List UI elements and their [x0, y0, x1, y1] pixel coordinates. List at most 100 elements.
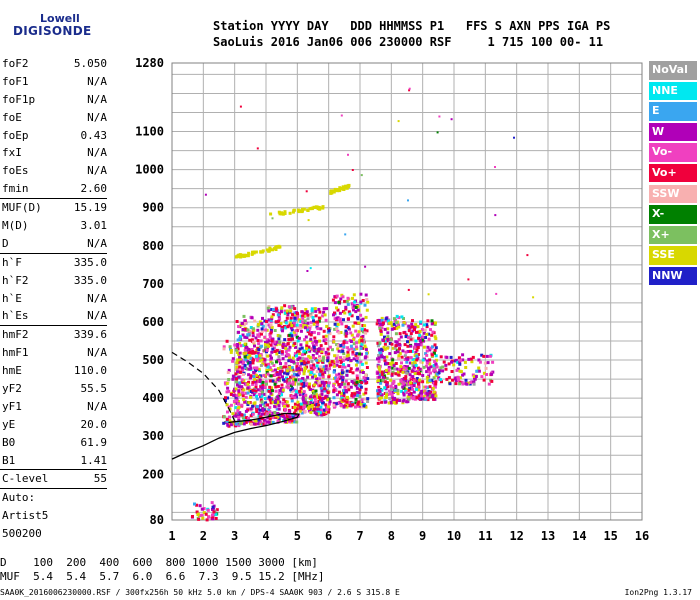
echo-point [276, 400, 280, 403]
echo-point [295, 325, 299, 329]
echo-point [400, 361, 403, 365]
echo-point [341, 359, 345, 362]
echo-point [206, 508, 210, 512]
echo-point [327, 384, 331, 388]
echo-point [259, 404, 262, 408]
echo-point [318, 357, 322, 360]
echo-point [277, 337, 281, 341]
param-row: h`Es N/A [0, 307, 110, 325]
echo-point [360, 381, 364, 385]
echo-point [232, 393, 236, 397]
echo-point [243, 319, 247, 323]
echo-point [311, 347, 315, 351]
echo-point [299, 405, 303, 409]
echo-point [413, 372, 417, 376]
trail-point [283, 210, 287, 214]
echo-point [376, 379, 380, 383]
echo-point [226, 396, 229, 400]
echo-point [277, 417, 281, 421]
echo-point [359, 370, 363, 374]
echo-point [414, 342, 418, 346]
echo-point [261, 324, 265, 328]
echo-point [434, 382, 438, 386]
echo-point [441, 369, 445, 373]
echo-point [316, 360, 320, 364]
echo-point [303, 361, 307, 365]
x-tick-label: 15 [603, 529, 617, 543]
echo-point [399, 335, 403, 339]
echo-point [383, 335, 386, 339]
param-value: 15.19 [73, 201, 107, 215]
echo-point [243, 342, 247, 346]
echo-point [382, 374, 386, 378]
y-tick-label: 200 [142, 467, 164, 481]
outlier-point [256, 147, 259, 150]
echo-point [328, 402, 331, 406]
echo-point [289, 316, 293, 320]
echo-point [321, 347, 325, 351]
echo-point [395, 326, 399, 330]
echo-point [459, 370, 463, 374]
legend-x-: X- [649, 205, 697, 224]
echo-point [360, 339, 364, 343]
echo-point [290, 384, 294, 388]
echo-point [269, 360, 273, 364]
echo-point [251, 380, 255, 384]
legend-sse: SSE [649, 246, 697, 265]
legend-nnw: NNW [649, 266, 697, 286]
echo-point [354, 401, 358, 405]
echo-point [379, 329, 383, 333]
echo-point [250, 348, 254, 351]
echo-point [324, 334, 328, 338]
echo-point [333, 327, 337, 331]
echo-point [260, 400, 264, 404]
echo-point [292, 360, 296, 364]
echo-point [326, 359, 330, 363]
echo-point [387, 321, 391, 325]
echo-point [236, 343, 239, 346]
echo-point [242, 398, 246, 402]
echo-point [251, 361, 255, 365]
echo-point [310, 404, 314, 407]
echo-point [435, 365, 439, 369]
x-tick-label: 3 [231, 529, 238, 543]
echo-point [378, 348, 381, 352]
echo-point [198, 514, 202, 518]
echo-point [402, 321, 406, 325]
echo-point [252, 393, 256, 397]
echo-point [296, 358, 300, 361]
echo-point [247, 373, 251, 377]
echo-point [341, 375, 345, 379]
param-name: foF1p [2, 92, 36, 106]
echo-point [293, 396, 297, 400]
param-name: M(D) [2, 219, 29, 233]
echo-point [228, 415, 231, 419]
echo-point [380, 396, 383, 400]
echo-point [293, 324, 297, 328]
echo-point [427, 332, 431, 336]
echo-point [394, 400, 398, 404]
echo-point [284, 346, 288, 350]
echo-point [339, 331, 343, 334]
echo-point [249, 374, 253, 378]
echo-point [352, 293, 356, 297]
echo-point [332, 364, 336, 368]
echo-point [294, 413, 298, 417]
echo-point [355, 356, 359, 360]
echo-point [469, 381, 473, 384]
echo-point [311, 390, 315, 393]
echo-point [239, 335, 242, 339]
echo-point [430, 322, 434, 326]
trail-point [268, 247, 272, 251]
echo-point [235, 320, 239, 323]
echo-point [231, 357, 235, 361]
echo-point [406, 344, 410, 348]
echo-point [276, 384, 280, 388]
echo-point [244, 327, 248, 331]
echo-point [414, 323, 418, 327]
echo-point [395, 314, 399, 318]
echo-point [330, 363, 334, 367]
echo-point [263, 358, 267, 362]
echo-point [257, 411, 261, 415]
echo-point [294, 378, 298, 382]
